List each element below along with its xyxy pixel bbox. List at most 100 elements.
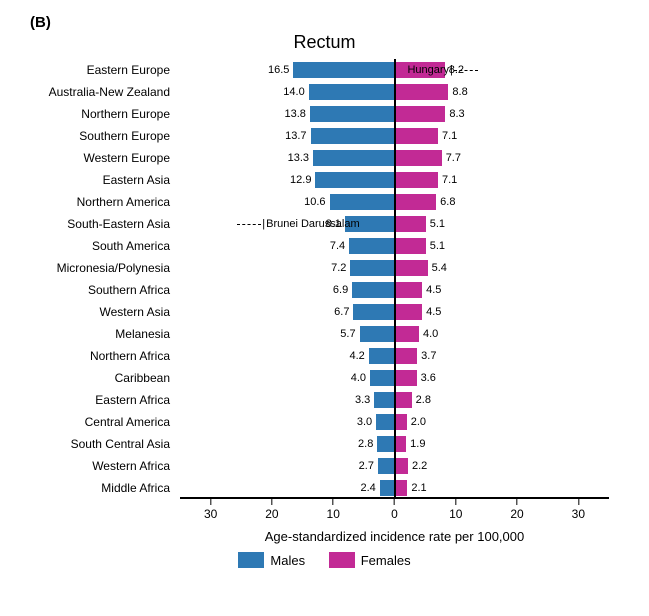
region-label: Western Africa — [20, 455, 175, 477]
chart-title: Rectum — [20, 32, 629, 53]
male-bar — [313, 150, 395, 166]
female-value-label: 2.1 — [411, 477, 426, 499]
male-value-label: 7.4 — [330, 235, 345, 257]
female-bar — [395, 348, 418, 364]
male-bar — [377, 436, 394, 452]
male-value-label: 4.2 — [349, 345, 364, 367]
legend-label-males: Males — [270, 553, 305, 568]
male-bar — [353, 304, 394, 320]
male-bar — [376, 414, 394, 430]
female-value-label: 5.1 — [430, 235, 445, 257]
male-value-label: 13.8 — [285, 103, 306, 125]
male-value-label: 10.6 — [304, 191, 325, 213]
female-value-label: 4.5 — [426, 301, 441, 323]
male-bar — [293, 62, 394, 78]
female-bar — [395, 216, 426, 232]
bar-row: Eastern Europe16.58.2Hungary| — [20, 59, 609, 81]
female-value-label: 3.7 — [421, 345, 436, 367]
male-bar — [310, 106, 395, 122]
bar-row: Eastern Africa 3.3 2.8 — [20, 389, 609, 411]
male-bar — [369, 348, 395, 364]
region-label: Southern Africa — [20, 279, 175, 301]
male-bar — [378, 458, 395, 474]
male-bar — [311, 128, 395, 144]
male-bar — [309, 84, 395, 100]
bar-row: Middle Africa2.42.1 — [20, 477, 609, 499]
male-bar — [380, 480, 395, 496]
tick-mark — [394, 499, 395, 505]
female-bar — [395, 326, 420, 342]
tick-mark — [578, 499, 579, 505]
tick-mark — [271, 499, 272, 505]
female-bar — [395, 238, 426, 254]
bar-row: South America7.45.1 — [20, 235, 609, 257]
male-value-label: 3.3 — [355, 389, 370, 411]
bar-row: Micronesia/Polynesia 7.2 5.4 — [20, 257, 609, 279]
bar-row: South-Eastern Asia8.15.1|Brunei Darussal… — [20, 213, 609, 235]
x-tick: 10 — [327, 499, 340, 521]
male-bar — [315, 172, 394, 188]
female-value-label: 3.6 — [421, 367, 436, 389]
bar-row: Eastern Asia12.97.1 — [20, 169, 609, 191]
female-bar — [395, 304, 423, 320]
region-label: Australia-New Zealand — [20, 81, 175, 103]
figure-panel: (B) Rectum Eastern Europe16.58.2Hungary|… — [0, 0, 649, 616]
axis-zero-line — [394, 59, 396, 499]
female-value-label: 8.3 — [449, 103, 464, 125]
bar-row: Southern Europe13.77.1 — [20, 125, 609, 147]
male-bar — [370, 370, 395, 386]
female-bar — [395, 458, 408, 474]
tick-mark — [517, 499, 518, 505]
male-bar — [330, 194, 395, 210]
male-value-label: 7.2 — [331, 257, 346, 279]
female-value-label: 5.1 — [430, 213, 445, 235]
male-bar — [350, 260, 394, 276]
female-bar — [395, 414, 407, 430]
legend-swatch-males — [238, 552, 264, 568]
male-value-label: 2.4 — [361, 477, 376, 499]
bar-row: South Central Asia2.81.9 — [20, 433, 609, 455]
region-label: Melanesia — [20, 323, 175, 345]
region-label: Eastern Africa — [20, 389, 175, 411]
legend-label-females: Females — [361, 553, 411, 568]
male-value-label: 2.7 — [359, 455, 374, 477]
female-annotation: |Brunei Darussalam — [237, 213, 359, 235]
region-label: Central America — [20, 411, 175, 433]
female-bar — [395, 84, 449, 100]
female-value-label: 4.5 — [426, 279, 441, 301]
male-annotation: Hungary| — [407, 59, 477, 81]
female-bar — [395, 436, 407, 452]
female-value-label: 2.8 — [416, 389, 431, 411]
bar-row: Central America3.02.0 — [20, 411, 609, 433]
male-value-label: 16.5 — [268, 59, 289, 81]
region-label: Eastern Europe — [20, 59, 175, 81]
tick-label: 30 — [572, 507, 585, 521]
female-value-label: 7.1 — [442, 125, 457, 147]
legend-item-males: Males — [238, 552, 305, 568]
bar-row: Western Europe13.37.7 — [20, 147, 609, 169]
bar-row: Melanesia 5.7 4.0 — [20, 323, 609, 345]
region-label: South Central Asia — [20, 433, 175, 455]
tick-label: 10 — [327, 507, 340, 521]
bar-row: Western Asia6.74.5 — [20, 301, 609, 323]
x-tick: 20 — [510, 499, 523, 521]
bar-row: Australia-New Zealand14.08.8 — [20, 81, 609, 103]
male-value-label: 5.7 — [340, 323, 355, 345]
region-label: South-Eastern Asia — [20, 213, 175, 235]
female-value-label: 5.4 — [432, 257, 447, 279]
bar-row: Northern Africa4.23.7 — [20, 345, 609, 367]
region-label: Micronesia/Polynesia — [20, 257, 175, 279]
male-value-label: 13.3 — [288, 147, 309, 169]
legend-item-females: Females — [329, 552, 411, 568]
male-value-label: 12.9 — [290, 169, 311, 191]
region-label: Eastern Asia — [20, 169, 175, 191]
male-bar — [349, 238, 394, 254]
female-bar — [395, 282, 423, 298]
panel-label: (B) — [30, 14, 51, 31]
legend: Males Females — [20, 552, 629, 571]
female-bar — [395, 194, 437, 210]
tick-mark — [333, 499, 334, 505]
female-value-label: 8.8 — [452, 81, 467, 103]
female-value-label: 4.0 — [423, 323, 438, 345]
tick-label: 10 — [449, 507, 462, 521]
